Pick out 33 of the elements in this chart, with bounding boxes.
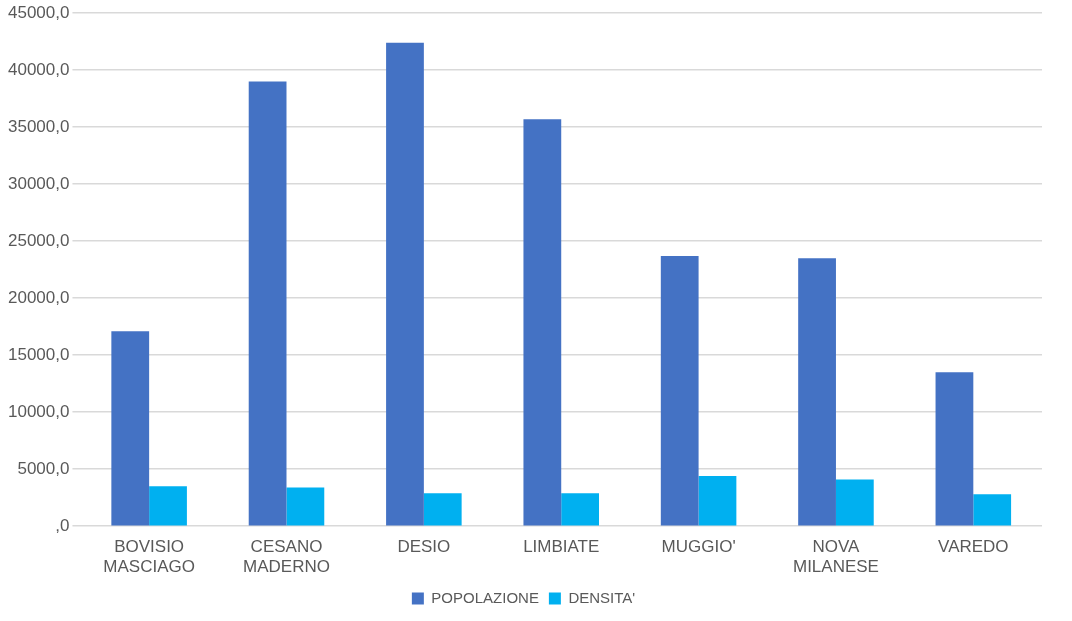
bar: [149, 486, 187, 526]
y-tick-label: 30000,0: [8, 173, 70, 193]
bar: [798, 258, 836, 526]
bar: [386, 42, 424, 526]
bar: [561, 493, 599, 526]
y-tick-label: 40000,0: [8, 59, 70, 79]
bar: [423, 493, 462, 526]
bar: [698, 476, 737, 526]
bar: [111, 331, 150, 526]
legend-label: DENSITA': [568, 588, 636, 606]
bar: [286, 487, 325, 526]
bar: [973, 494, 1012, 526]
y-tick-label: 35000,0: [8, 116, 70, 136]
x-tick-label: VAREDO: [938, 537, 1009, 557]
bar: [835, 479, 874, 526]
x-tick-label: BOVISIO MASCIAGO: [103, 537, 195, 577]
x-tick-label: NOVA MILANESE: [792, 537, 879, 577]
y-tick-label: ,0: [55, 515, 70, 535]
y-tick-label: 5000,0: [17, 458, 70, 478]
bar: [660, 256, 699, 526]
y-tick-label: 20000,0: [8, 287, 70, 307]
y-tick-label: 10000,0: [8, 401, 70, 421]
x-tick-label: MUGGIO': [661, 537, 736, 557]
y-tick-label: 15000,0: [8, 344, 70, 364]
y-tick-label: 25000,0: [8, 230, 70, 250]
bar: [523, 119, 562, 526]
legend-label: POPOLAZIONE: [431, 588, 539, 606]
y-tick-label: 45000,0: [8, 2, 70, 22]
bar: [935, 372, 974, 526]
x-tick-label: CESANO MADERNO: [243, 537, 330, 577]
bar: [248, 81, 287, 526]
x-tick-label: LIMBIATE: [523, 537, 600, 557]
x-tick-label: DESIO: [397, 537, 451, 557]
